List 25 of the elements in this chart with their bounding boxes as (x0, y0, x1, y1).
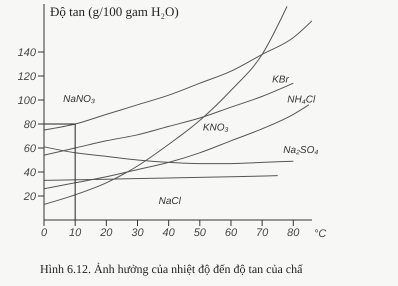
y-tick-label: 120 (18, 70, 37, 83)
x-tick-label: 10 (69, 226, 82, 239)
x-axis-title: °C (314, 228, 326, 240)
y-tick-label: 80 (24, 118, 37, 131)
y-tick-label: 140 (18, 46, 37, 59)
x-tick-label: 70 (256, 226, 270, 239)
x-tick-label: 80 (287, 226, 300, 239)
x-tick-label: 0 (40, 226, 48, 239)
series-label: NaCl (158, 196, 182, 207)
y-tick-label: 100 (18, 94, 37, 107)
x-tick-label: 60 (224, 226, 238, 239)
y-tick-label: 20 (22, 190, 37, 203)
x-tick-label: 20 (99, 226, 114, 239)
y-tick-label: 40 (24, 166, 37, 179)
y-tick-label: 60 (24, 142, 37, 155)
series-label: NaNO₃ (63, 94, 95, 105)
series-label: KNO₃ (202, 122, 228, 134)
series-label: Na₂SO₄ (283, 145, 318, 156)
x-tick-label: 40 (162, 226, 176, 239)
y-axis-title: Độ tan (g/100 gam H₂O) (50, 4, 179, 20)
series-label: KBr (272, 74, 290, 86)
x-tick-label: 30 (131, 226, 144, 239)
x-tick-label: 50 (194, 226, 207, 239)
text: Hình 6.12. Ảnh hưởng của nhiệt độ đến độ tan của chấ (40, 262, 302, 277)
series-label: NH₄Cl (287, 94, 316, 106)
